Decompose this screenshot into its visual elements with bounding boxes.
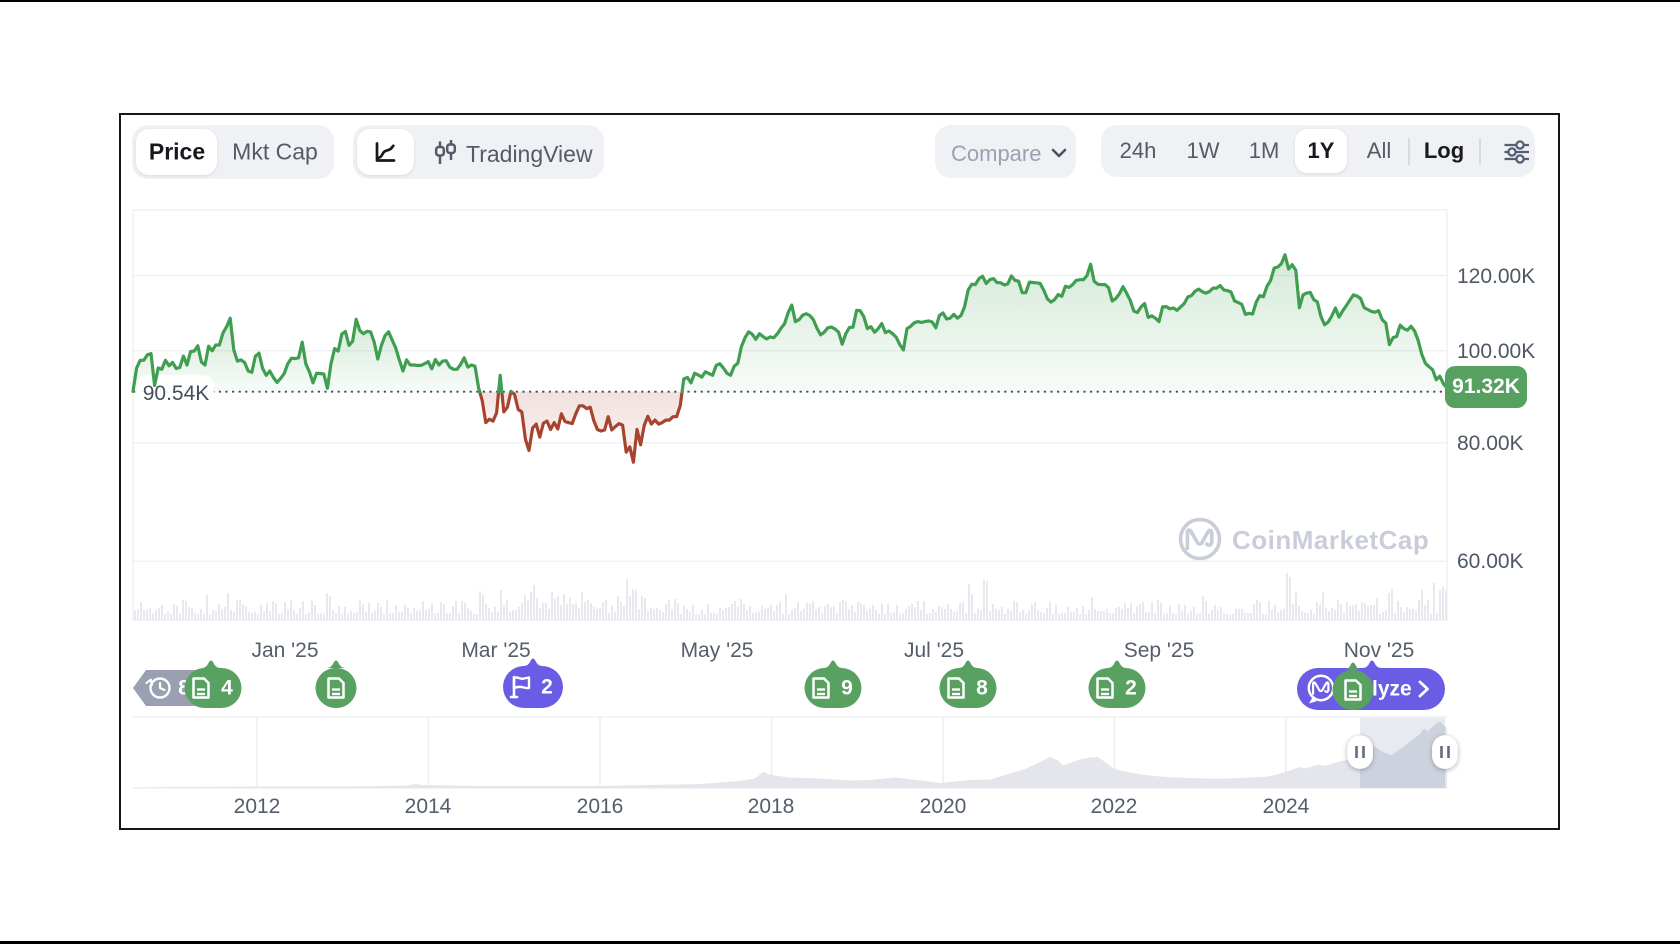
svg-text:2: 2	[1125, 677, 1137, 700]
svg-text:2: 2	[541, 676, 553, 699]
svg-text:9: 9	[841, 677, 853, 700]
svg-text:8: 8	[976, 677, 988, 700]
svg-text:4: 4	[221, 677, 233, 700]
